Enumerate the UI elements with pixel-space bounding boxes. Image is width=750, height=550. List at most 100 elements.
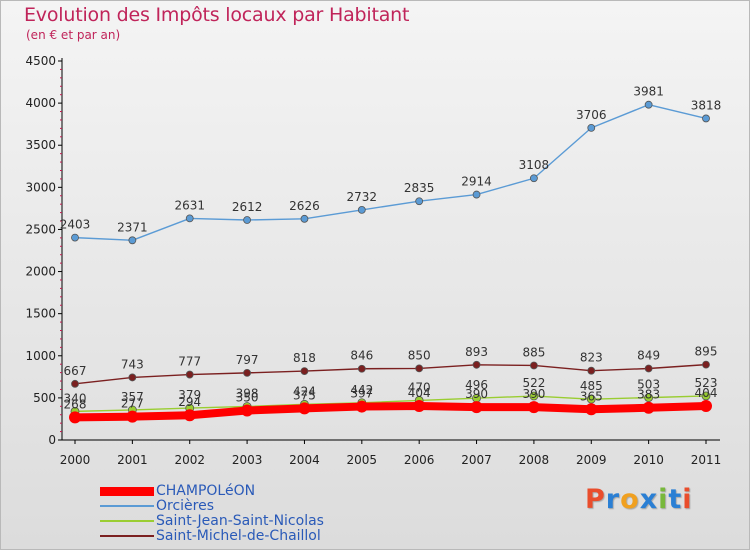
chart-title: Evolution des Impôts locaux par Habitant: [24, 4, 410, 26]
data-point-orcieres: [185, 214, 194, 223]
x-tick-label: 2002: [174, 453, 205, 467]
data-label-saint-jean-saint-nicolas: 442: [350, 383, 373, 397]
data-label-saint-jean-saint-nicolas: 424: [293, 384, 316, 398]
x-tick-label: 2000: [60, 453, 91, 467]
data-label-saint-michel-de-chaillol: 893: [465, 345, 488, 359]
x-tick-label: 2006: [404, 453, 435, 467]
data-point-champoleon: [585, 403, 598, 416]
data-label-orcieres: 3706: [576, 108, 607, 122]
data-point-saint-michel-de-chaillol: [587, 366, 596, 375]
legend-label: Orcières: [156, 498, 215, 514]
data-label-champoleon: 390: [522, 387, 545, 401]
data-point-saint-michel-de-chaillol: [185, 370, 194, 379]
data-label-champoleon: 350: [236, 391, 259, 405]
data-label-orcieres: 2371: [117, 220, 148, 234]
x-tick-label: 2011: [691, 453, 722, 467]
data-label-saint-michel-de-chaillol: 667: [64, 364, 87, 378]
data-point-champoleon: [126, 410, 139, 423]
x-tick-label: 2004: [289, 453, 320, 467]
data-point-saint-michel-de-chaillol: [243, 368, 251, 377]
logo-letter: o: [620, 484, 640, 515]
series-line-saint-michel-de-chaillol: [74, 363, 707, 385]
data-point-orcieres: [415, 197, 424, 206]
data-point-champoleon: [413, 399, 426, 412]
data-point-saint-michel-de-chaillol: [644, 364, 653, 373]
data-label-champoleon: 375: [293, 388, 316, 402]
data-point-champoleon: [241, 404, 254, 417]
data-label-orcieres: 3108: [519, 158, 550, 172]
data-label-saint-jean-saint-nicolas: 522: [522, 376, 545, 390]
data-label-saint-michel-de-chaillol: 818: [293, 351, 316, 365]
y-tick-label: 2000: [25, 265, 56, 279]
legend-swatch: [100, 520, 154, 522]
data-point-orcieres: [472, 190, 481, 199]
data-label-orcieres: 2631: [174, 198, 205, 212]
data-label-saint-michel-de-chaillol: 823: [580, 351, 603, 365]
data-point-orcieres: [587, 123, 596, 132]
legend-label: CHAMPOLéON: [156, 483, 256, 499]
data-point-champoleon: [642, 401, 655, 414]
logo-letter: r: [605, 484, 621, 515]
data-point-champoleon: [527, 401, 540, 414]
data-label-orcieres: 2612: [232, 200, 263, 214]
data-label-saint-jean-saint-nicolas: 340: [64, 391, 87, 405]
data-label-saint-jean-saint-nicolas: 357: [121, 390, 144, 404]
data-label-saint-jean-saint-nicolas: 379: [178, 388, 201, 402]
data-point-orcieres: [128, 236, 137, 245]
data-point-orcieres: [357, 206, 366, 214]
data-point-champoleon: [700, 399, 712, 412]
legend-swatch: [100, 535, 154, 537]
x-tick-label: 2001: [117, 453, 148, 467]
data-label-saint-michel-de-chaillol: 846: [350, 349, 373, 363]
proxiti-logo: Proxiti: [585, 484, 693, 515]
data-label-orcieres: 2732: [347, 190, 378, 204]
data-label-champoleon: 277: [121, 397, 144, 411]
logo-letter: P: [585, 484, 606, 515]
data-point-champoleon: [183, 409, 196, 422]
data-label-champoleon: 383: [637, 388, 660, 402]
data-point-saint-michel-de-chaillol: [300, 367, 309, 376]
data-label-saint-jean-saint-nicolas: 523: [695, 376, 718, 390]
series-line-orcieres: [74, 104, 707, 242]
y-tick-label: 4000: [25, 96, 56, 110]
data-label-orcieres: 3818: [691, 98, 722, 112]
data-label-saint-michel-de-chaillol: 743: [121, 357, 144, 371]
data-point-champoleon: [69, 411, 81, 424]
data-label-orcieres: 2403: [60, 218, 91, 232]
data-label-champoleon: 404: [408, 386, 431, 400]
y-tick-label: 3500: [25, 138, 56, 152]
data-point-saint-michel-de-chaillol: [530, 361, 538, 370]
data-point-orcieres: [71, 233, 79, 242]
data-point-saint-jean-saint-nicolas: [644, 393, 654, 403]
y-tick-label: 2500: [25, 222, 56, 236]
data-point-saint-michel-de-chaillol: [357, 364, 366, 373]
y-tick-label: 3000: [25, 180, 56, 194]
chart-subtitle: (en € et par an): [26, 28, 121, 42]
data-label-saint-michel-de-chaillol: 850: [408, 348, 431, 362]
x-tick-label: 2010: [633, 453, 664, 467]
data-point-champoleon: [355, 400, 368, 413]
data-label-orcieres: 2835: [404, 181, 435, 195]
data-label-saint-michel-de-chaillol: 797: [236, 353, 259, 367]
data-label-champoleon: 390: [465, 387, 488, 401]
data-label-orcieres: 2914: [461, 175, 492, 189]
logo-letter: x: [639, 484, 659, 515]
data-label-champoleon: 268: [64, 397, 87, 411]
data-label-champoleon: 397: [350, 387, 373, 401]
data-label-saint-michel-de-chaillol: 777: [178, 355, 201, 369]
data-point-champoleon: [470, 401, 483, 414]
data-label-orcieres: 3981: [633, 85, 664, 99]
data-label-saint-jean-saint-nicolas: 485: [580, 379, 603, 393]
y-tick-label: 500: [33, 391, 56, 405]
x-tick-label: 2009: [576, 453, 607, 467]
y-tick-label: 0: [48, 433, 56, 447]
data-point-orcieres: [243, 216, 251, 224]
data-point-saint-michel-de-chaillol: [472, 360, 481, 369]
logo-letter: t: [668, 484, 683, 515]
x-tick-label: 2003: [232, 453, 263, 467]
data-label-saint-jean-saint-nicolas: 398: [236, 386, 259, 400]
data-label-saint-michel-de-chaillol: 895: [695, 345, 718, 359]
data-label-saint-michel-de-chaillol: 885: [522, 345, 545, 359]
